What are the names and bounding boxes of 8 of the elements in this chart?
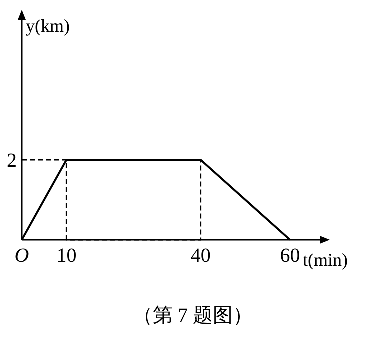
x-tick-label: O bbox=[14, 245, 30, 267]
x-tick-label: 60 bbox=[280, 245, 300, 267]
x-tick-label: 40 bbox=[190, 245, 211, 267]
text: （第 7 题图） bbox=[133, 305, 253, 327]
text: y(km) bbox=[26, 16, 70, 36]
annotation: 2 bbox=[7, 150, 17, 172]
x-axis-title: t(min) bbox=[303, 250, 348, 270]
x-tick-label: 10 bbox=[56, 245, 77, 267]
